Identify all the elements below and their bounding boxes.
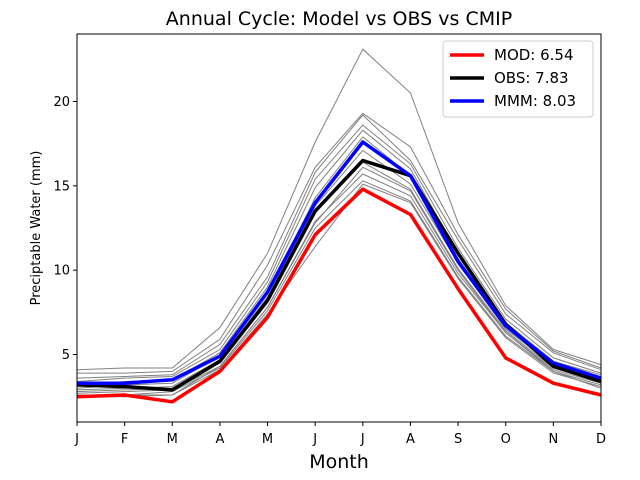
x-tick-label: M xyxy=(167,432,178,447)
y-tick-label: 15 xyxy=(53,179,70,194)
legend-label-obs: OBS: 7.83 xyxy=(494,69,569,87)
x-tick-label: A xyxy=(215,432,224,447)
cmip-member-line-2 xyxy=(77,112,602,374)
x-axis-label: Month xyxy=(309,451,369,473)
chart-title: Annual Cycle: Model vs OBS vs CMIP xyxy=(166,8,512,30)
legend-label-mmm: MMM: 8.03 xyxy=(494,92,576,110)
x-tick-label: N xyxy=(548,432,558,447)
x-tick-label: F xyxy=(121,432,128,447)
legend: MOD: 6.54 OBS: 7.83 MMM: 8.03 xyxy=(442,40,594,118)
x-tick-label: J xyxy=(360,432,365,447)
x-tick-label: J xyxy=(312,432,317,447)
cmip-member-line-3 xyxy=(76,114,602,379)
y-axis-ticks: 5 10 15 20 xyxy=(53,95,77,363)
x-tick-label: A xyxy=(406,432,415,447)
cmip-member-line-10 xyxy=(77,180,602,396)
x-tick-label: S xyxy=(454,432,462,447)
series-line-mod xyxy=(76,187,602,404)
legend-label-mod: MOD: 6.54 xyxy=(494,46,574,64)
y-tick-label: 5 xyxy=(62,348,70,363)
cmip-member-line-12 xyxy=(77,166,602,396)
y-axis-label: Preciptable Water (mm) xyxy=(29,151,44,306)
series-line-mmm xyxy=(77,140,602,385)
y-tick-label: 20 xyxy=(53,95,70,110)
x-tick-label: D xyxy=(596,432,606,447)
cmip-member-line-1 xyxy=(76,48,602,371)
x-tick-label: J xyxy=(74,432,79,447)
legend-box xyxy=(442,40,594,118)
cmip-member-line-7 xyxy=(76,149,602,391)
x-tick-label: O xyxy=(501,432,511,447)
x-tick-label: M xyxy=(262,432,273,447)
y-tick-label: 10 xyxy=(53,264,70,279)
main-series xyxy=(76,140,602,404)
cmip-member-line-4 xyxy=(76,124,602,382)
plot-frame xyxy=(76,33,602,423)
